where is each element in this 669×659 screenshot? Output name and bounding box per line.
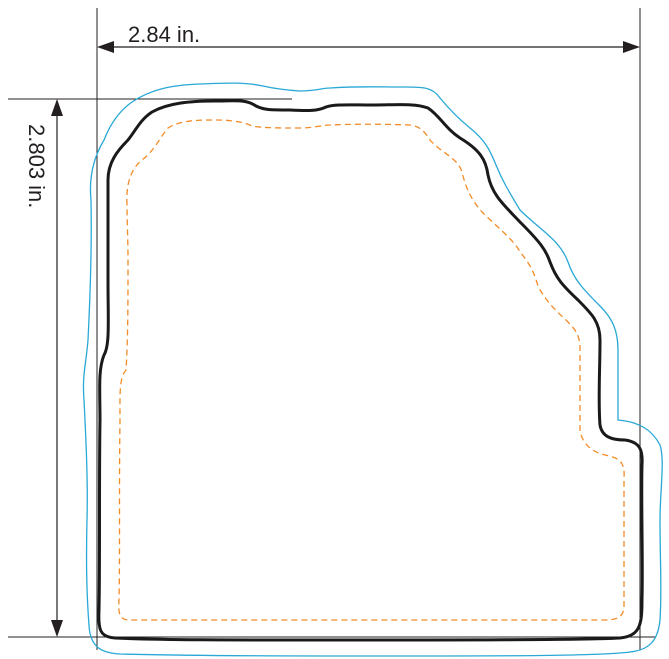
height-arrow-bottom bbox=[51, 620, 63, 637]
height-dimension-label: 2.803 in. bbox=[24, 124, 49, 208]
height-dimension: 2.803 in. bbox=[24, 99, 63, 637]
height-arrow-top bbox=[51, 99, 63, 116]
width-dimension: 2.84 in. bbox=[97, 22, 640, 53]
cut-line bbox=[97, 99, 644, 642]
width-dimension-label: 2.84 in. bbox=[128, 22, 200, 47]
bleed-line bbox=[82, 82, 663, 657]
width-arrow-left bbox=[97, 41, 114, 53]
safe-line bbox=[118, 119, 625, 621]
width-arrow-right bbox=[623, 41, 640, 53]
